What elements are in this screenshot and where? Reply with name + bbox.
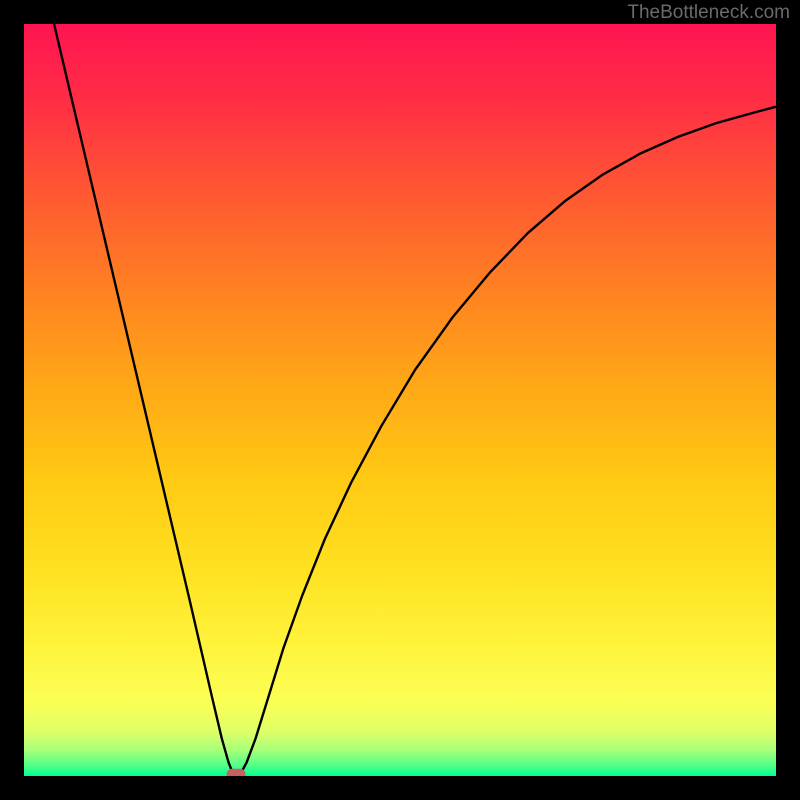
curve-path — [54, 24, 776, 776]
chart-area — [24, 24, 776, 776]
watermark-text: TheBottleneck.com — [627, 2, 790, 24]
bottleneck-curve — [24, 24, 776, 776]
minimum-marker — [227, 769, 246, 776]
